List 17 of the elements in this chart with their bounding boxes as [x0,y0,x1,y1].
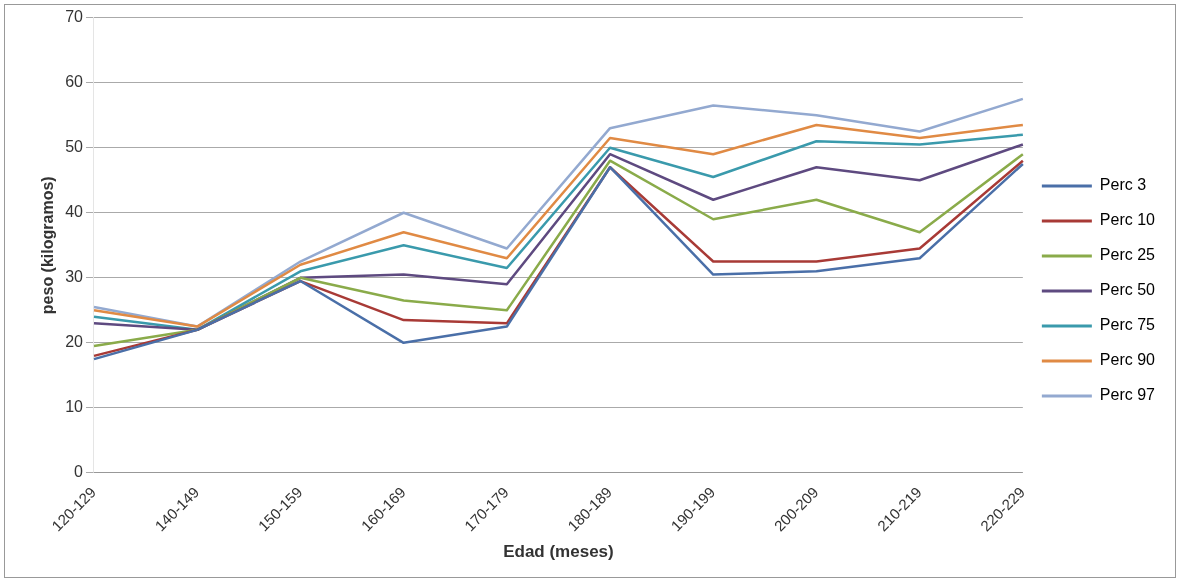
y-tick-label: 0 [74,463,84,481]
y-tick-label: 40 [65,203,84,221]
legend-label: Perc 50 [1099,281,1156,299]
legend-label: Perc 10 [1099,211,1156,229]
y-tick-label: 10 [65,398,84,416]
legend-label: Perc 3 [1099,176,1147,194]
x-axis-title: Edad (meses) [503,542,614,562]
legend-label: Perc 75 [1099,316,1156,334]
legend-label: Perc 25 [1099,246,1156,264]
y-tick-label: 70 [65,8,84,26]
legend-label: Perc 97 [1099,386,1156,404]
y-tick-label: 50 [65,138,84,156]
y-tick-label: 60 [65,73,84,91]
y-tick-label: 30 [65,268,84,286]
y-axis-title: peso (kilogramos) [39,176,57,315]
legend-label: Perc 90 [1099,351,1156,369]
y-tick-label: 20 [65,333,84,351]
